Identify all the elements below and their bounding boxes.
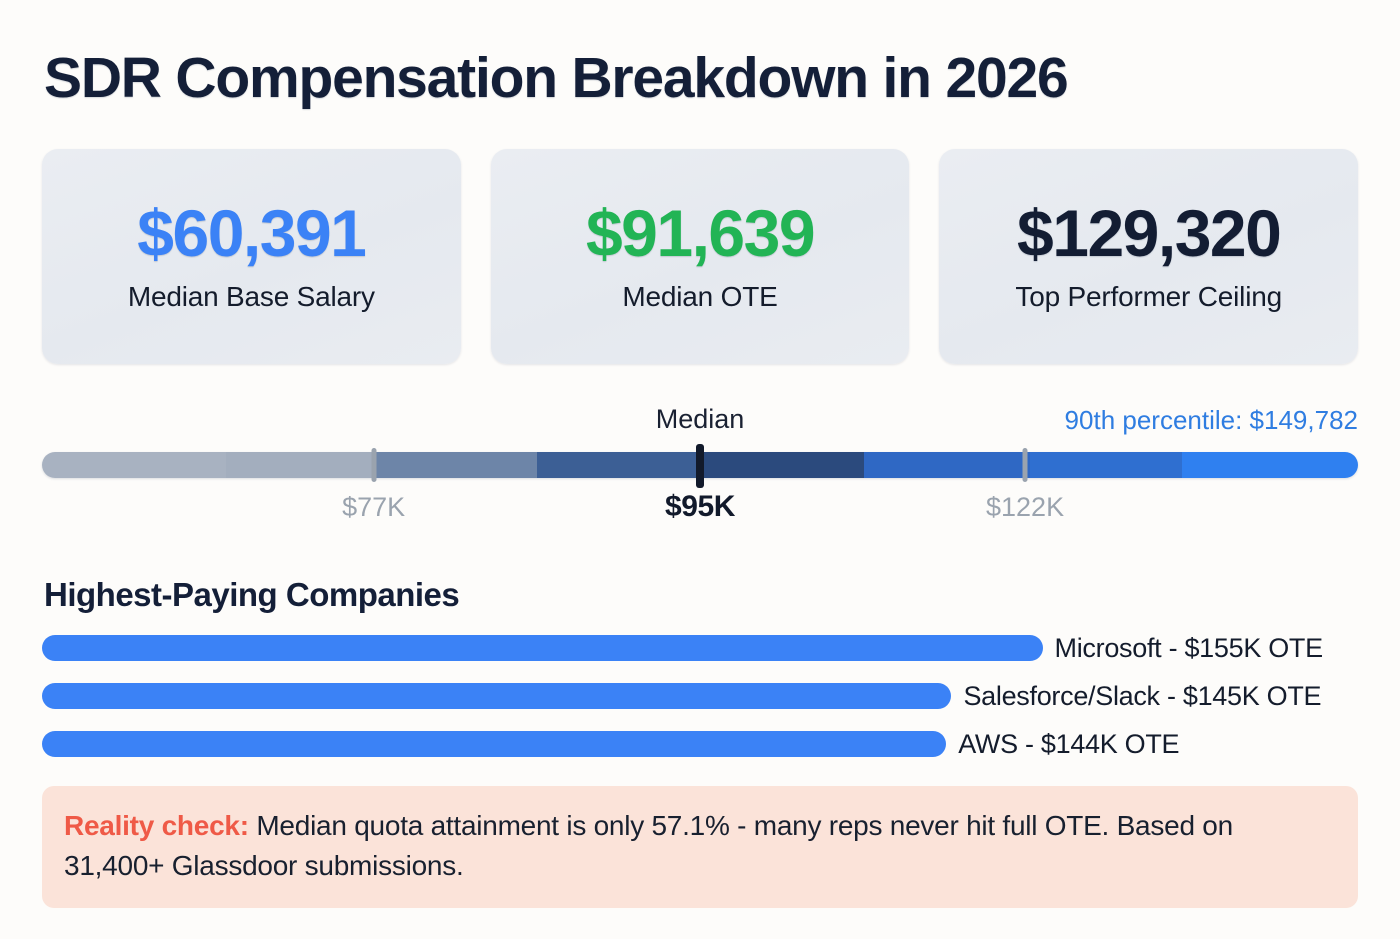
range-bar-segment <box>864 452 1031 478</box>
company-bar <box>42 683 952 709</box>
company-row: Microsoft - $155K OTE <box>42 632 1362 663</box>
range-bar-segment <box>1181 452 1358 478</box>
range-bar-segment <box>42 452 227 478</box>
stat-card-label: Median Base Salary <box>127 280 375 312</box>
reality-check-prefix: Reality check: <box>64 810 249 841</box>
company-label: AWS - $144K OTE <box>958 728 1180 759</box>
range-bar-segment <box>698 452 865 478</box>
reality-check-body: Median quota attainment is only 57.1% - … <box>64 810 1233 881</box>
stat-card-median-ote: $91,639 Median OTE <box>490 149 910 364</box>
range-tick-label-p75: $122K <box>986 492 1065 522</box>
ninetieth-percentile-label: 90th percentile: $149,782 <box>1064 405 1358 435</box>
company-bar <box>42 731 947 757</box>
companies-section-heading: Highest-Paying Companies <box>44 576 460 613</box>
range-bar-segment <box>1030 452 1182 478</box>
median-marker <box>696 444 704 488</box>
company-row: AWS - $144K OTE <box>42 728 1362 759</box>
stat-card-label: Top Performer Ceiling <box>1015 280 1282 312</box>
compensation-range-chart: Median 90th percentile: $149,782 $77K $1… <box>42 404 1358 544</box>
stat-card-median-base-salary: $60,391 Median Base Salary <box>42 149 461 364</box>
company-bar-list: Microsoft - $155K OTE Salesforce/Slack - … <box>42 632 1362 778</box>
company-bar <box>42 635 1043 661</box>
stat-card-value: $91,639 <box>585 196 816 271</box>
page-title: SDR Compensation Breakdown in 2026 <box>44 46 1069 110</box>
range-tick-label-p25: $77K <box>342 492 406 522</box>
company-row: Salesforce/Slack - $145K OTE <box>42 680 1362 711</box>
stat-card-group: $60,391 Median Base Salary $91,639 Media… <box>42 149 1359 364</box>
range-bar-segment <box>226 452 374 478</box>
stat-card-value: $129,320 <box>1017 196 1282 271</box>
median-value-label: $95K <box>664 490 736 523</box>
range-bar-segment <box>373 452 537 478</box>
median-label: Median <box>655 404 745 434</box>
reality-check-callout: Reality check: Median quota attainment i… <box>42 786 1358 908</box>
stat-card-value: $60,391 <box>137 196 367 271</box>
stat-card-top-performer-ceiling: $129,320 Top Performer Ceiling <box>939 149 1359 364</box>
company-label: Salesforce/Slack - $145K OTE <box>963 680 1322 711</box>
range-tick-p75 <box>1022 448 1028 482</box>
range-bar-segment <box>536 452 699 478</box>
range-tick-p25 <box>371 448 377 482</box>
company-label: Microsoft - $155K OTE <box>1054 632 1324 663</box>
range-bar-track <box>42 452 1358 478</box>
stat-card-label: Median OTE <box>622 280 778 312</box>
range-top-labels: Median 90th percentile: $149,782 <box>42 404 1358 440</box>
